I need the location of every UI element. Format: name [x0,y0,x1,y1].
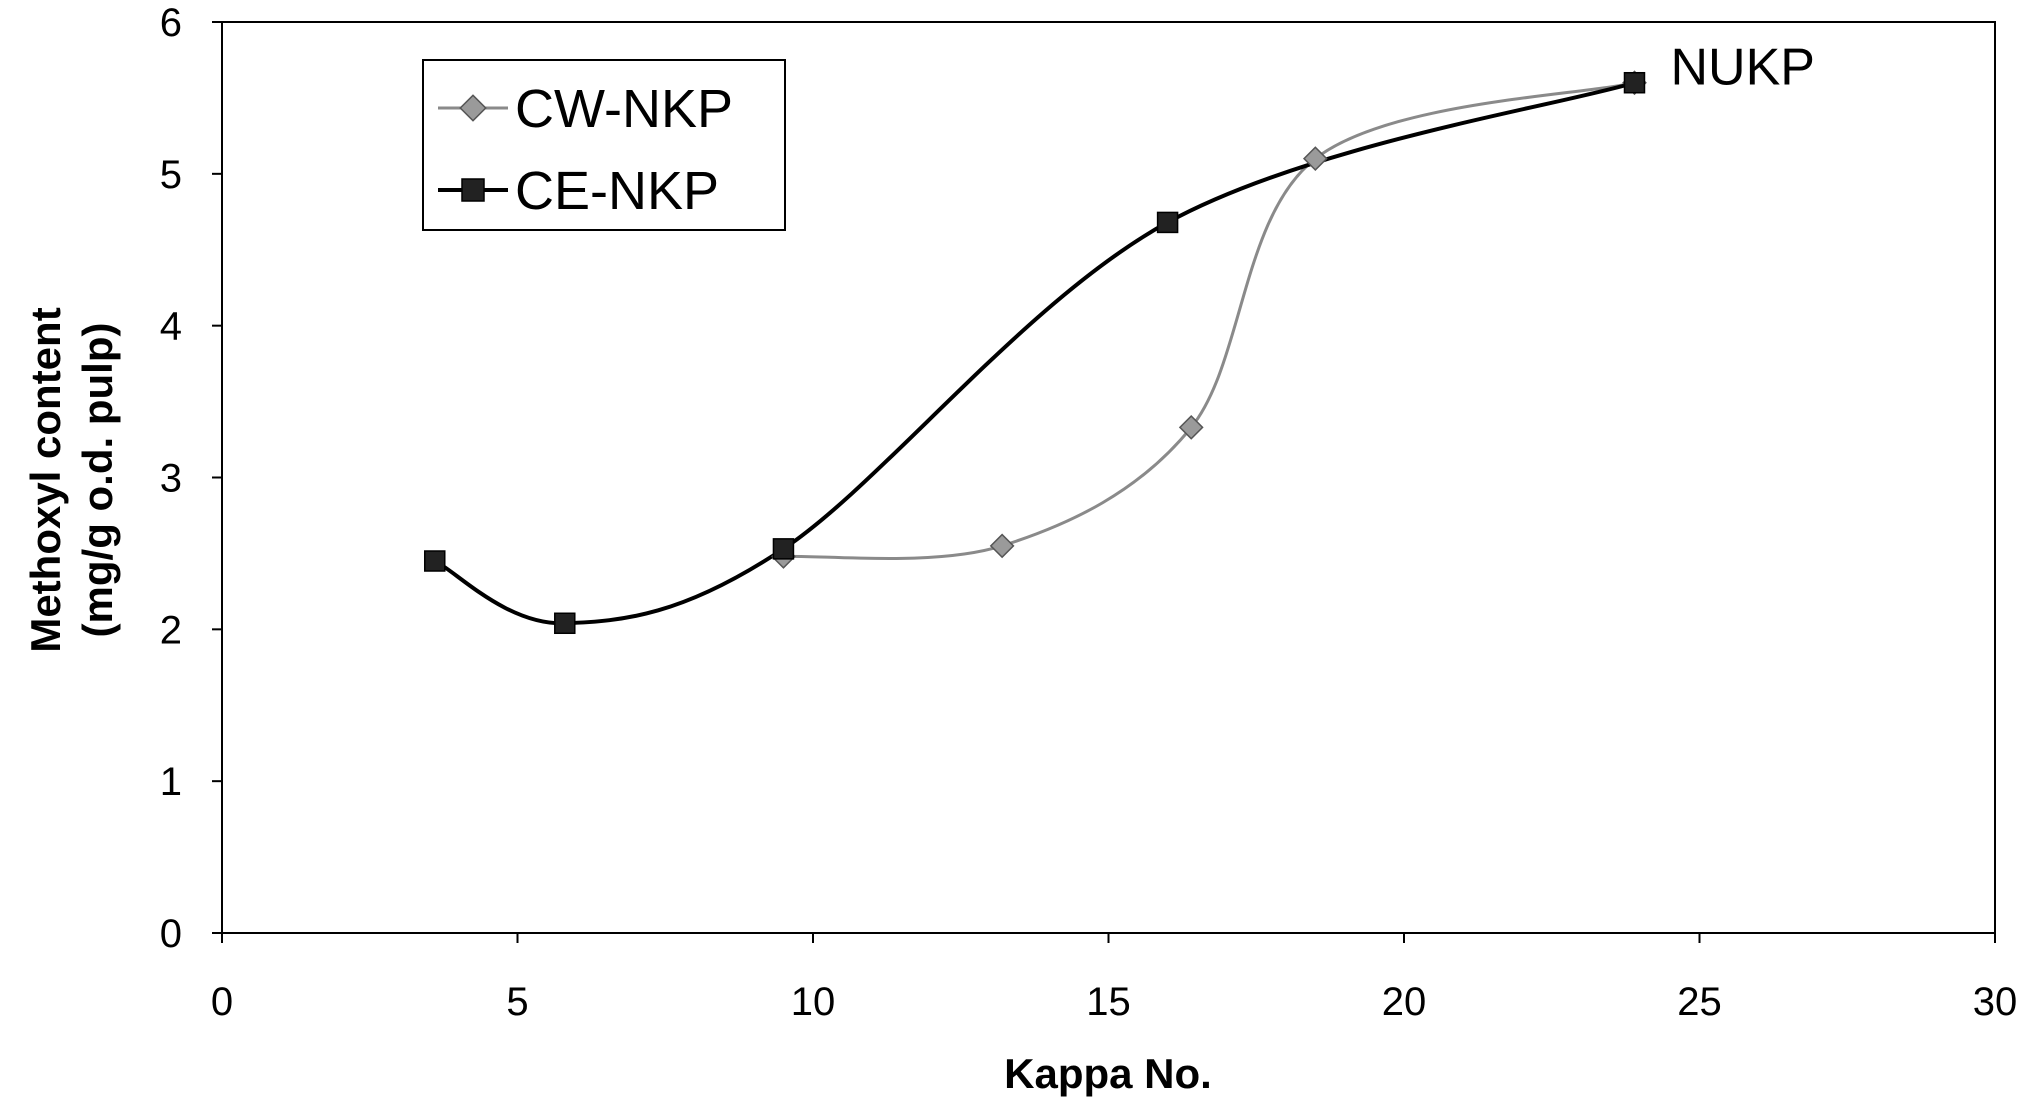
y-axis-title-line2: (mg/g o.d. pulp) [74,323,121,638]
x-tick-label: 0 [211,980,233,1024]
data-point-cw-nkp [989,533,1015,559]
legend: CW-NKP CE-NKP [422,59,786,231]
annotation-layer: NUKP [1670,39,1814,97]
ticks-layer: 0 5 10 15 20 25 30 0 1 2 3 4 5 6 [160,1,2018,1024]
series-line-cw-nkp [783,81,1635,561]
y-tick-label: 4 [160,305,182,349]
data-point-ce-nkp [1156,211,1179,234]
legend-label-cw-nkp: CW-NKP [515,79,733,139]
legend-label-ce-nkp: CE-NKP [515,161,719,221]
data-point-ce-nkp [772,538,795,560]
x-tick-label: 10 [791,980,836,1024]
y-tick-label: 3 [160,457,182,501]
x-tick-label: 25 [1677,980,1722,1024]
y-tick-label: 5 [160,153,182,197]
data-point-cw-nkp [1302,146,1328,172]
annotation-label: NUKP [1670,39,1814,97]
data-point-cw-nkp [1178,415,1204,440]
legend-swatch-ce-nkp-marker [461,178,485,202]
legend-swatch-cw-nkp-marker [459,94,487,122]
x-tick-label: 30 [1973,980,2018,1024]
y-tick-label: 6 [160,1,182,45]
data-point-ce-nkp [554,612,576,635]
y-axis-title-line1: Methoxyl content [22,307,69,652]
x-tick-label: 15 [1086,980,1131,1024]
x-tick-label: 5 [506,980,528,1024]
y-tick-label: 1 [160,760,182,804]
data-point-ce-nkp [424,550,446,572]
data-point-ce-nkp [1623,71,1646,94]
x-tick-label: 20 [1382,980,1427,1024]
markers-layer [424,70,1647,635]
x-axis-title: Kappa No. [1004,1050,1212,1097]
y-tick-label: 0 [160,912,182,956]
y-tick-label: 2 [160,608,182,652]
